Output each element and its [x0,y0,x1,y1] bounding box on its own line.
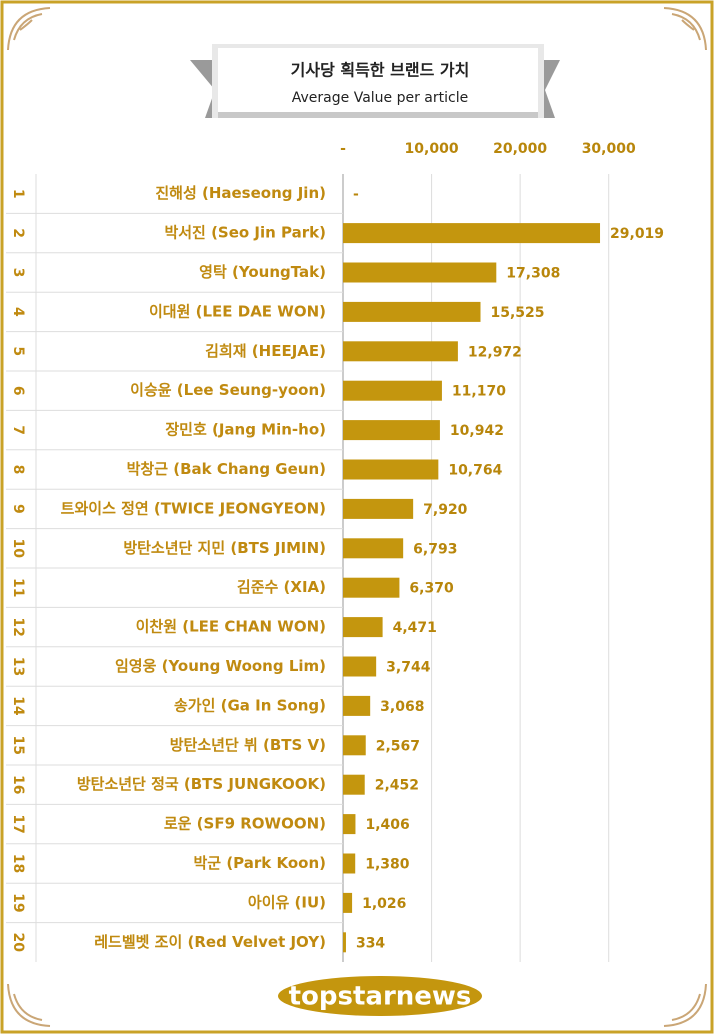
value-label: 10,764 [448,463,502,479]
category-label: 이승윤 (Lee Seung-yoon) [130,381,326,399]
logo: topstarnews [289,982,472,1012]
category-label: 로운 (SF9 ROWOON) [164,815,326,833]
rank: 20 [10,933,26,953]
bar [343,892,353,913]
category-label: 방탄소년단 지민 (BTS JIMIN) [123,539,326,557]
corner-ornaments [7,7,707,1027]
bar [343,380,442,401]
value-label: 2,452 [375,778,419,794]
value-label: 7,920 [423,502,468,518]
bar [343,420,440,441]
value-label: 3,744 [386,660,431,676]
x-tick-label: - [340,141,346,157]
category-label: 송가인 (Ga In Song) [174,696,326,714]
category-label: 박창근 (Bak Chang Geun) [127,460,326,478]
category-label: 김준수 (XIA) [237,578,326,596]
value-label: 6,793 [413,541,457,557]
bar [343,341,458,362]
rank: 4 [10,307,26,317]
category-label: 이찬원 (LEE CHAN WON) [136,618,326,636]
value-label: 2,567 [376,738,420,754]
bar [343,774,365,795]
category-label: 박서진 (Seo Jin Park) [164,224,326,242]
logo-badge [278,976,482,1016]
value-label: 15,525 [491,305,545,321]
value-label: 29,019 [610,226,664,242]
value-label: 334 [356,935,385,951]
bar [343,853,356,874]
bar [343,301,481,322]
rank: 12 [10,617,26,636]
rank: 3 [10,268,26,278]
bar [343,932,346,953]
bar [343,617,383,638]
category-label: 방탄소년단 뷔 (BTS V) [170,736,326,754]
bar [343,735,366,756]
value-label: 1,380 [365,857,410,873]
rank: 13 [10,657,26,676]
value-label: 17,308 [506,266,560,282]
bar [343,459,439,480]
category-label: 진해성 (Haeseong Jin) [155,184,326,202]
value-label: 6,370 [409,581,454,597]
category-label: 방탄소년단 정국 (BTS JUNGKOOK) [77,775,326,793]
rank: 14 [10,696,26,716]
value-label: - [353,187,359,203]
bar [343,577,400,598]
rank: 7 [10,425,26,435]
rank: 1 [10,189,26,199]
title-banner [190,44,560,118]
value-label: 3,068 [380,699,424,715]
rank: 19 [10,893,26,912]
chart-title: 기사당 획득한 브랜드 가치 [291,61,470,80]
x-tick-label: 30,000 [582,141,636,157]
rank: 8 [10,465,26,475]
rank: 17 [10,814,26,833]
rank: 15 [10,736,26,755]
category-label: 영탁 (YoungTak) [199,263,326,281]
bar [343,262,497,283]
x-tick-label: 10,000 [405,141,459,157]
value-label: 1,406 [365,817,409,833]
bar [343,695,371,716]
category-label: 이대원 (LEE DAE WON) [149,302,326,320]
x-tick-label: 20,000 [493,141,547,157]
chart-subtitle: Average Value per article [292,90,468,106]
bar [343,498,414,519]
category-label: 트와이스 정연 (TWICE JEONGYEON) [61,499,326,517]
rank: 6 [10,386,26,396]
category-label: 김희재 (HEEJAE) [205,342,326,360]
value-label: 12,972 [468,344,522,360]
bar [343,223,601,244]
rank: 2 [10,228,26,238]
category-label: 레드벨벳 조이 (Red Velvet JOY) [94,933,326,951]
value-label: 10,942 [450,423,504,439]
value-label: 11,170 [452,384,506,400]
bar [343,538,404,559]
bar [343,656,377,677]
category-label: 장민호 (Jang Min-ho) [165,421,326,439]
rank: 18 [10,854,26,873]
rank: 5 [10,346,26,356]
rank: 10 [10,539,26,559]
rank: 16 [10,775,26,794]
value-label: 4,471 [393,620,437,636]
bar [343,814,356,835]
category-label: 임영웅 (Young Woong Lim) [115,657,326,675]
value-label: 1,026 [362,896,406,912]
category-label: 박군 (Park Koon) [194,854,327,872]
category-label: 아이유 (IU) [248,893,326,911]
rank: 11 [10,578,26,597]
rank: 9 [10,504,26,514]
